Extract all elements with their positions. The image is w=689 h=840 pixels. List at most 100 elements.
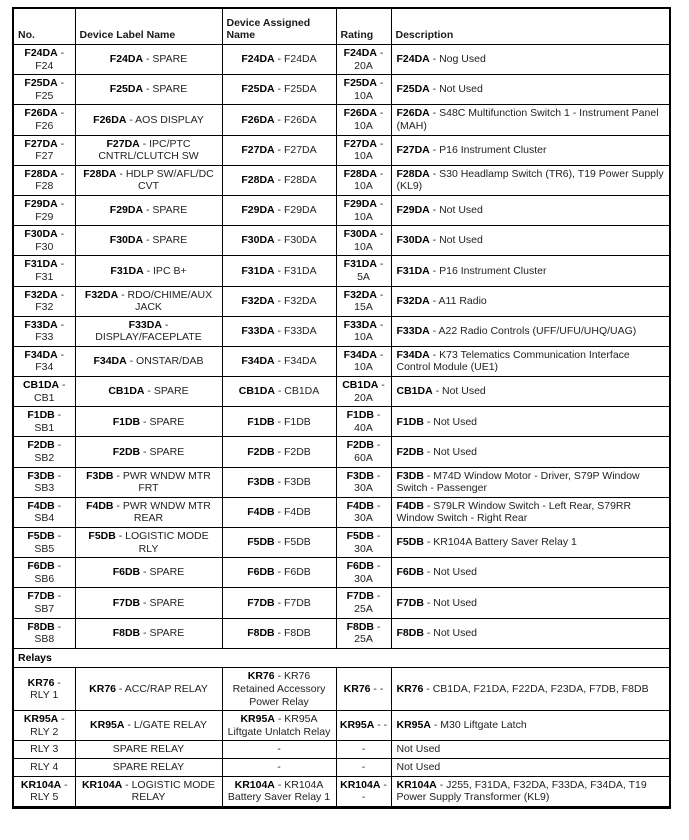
device-code: F34DA [93, 355, 127, 368]
cell-text: SPARE RELAY [112, 743, 185, 756]
cell-text: - SPARE [140, 415, 185, 428]
description-cell: CB1DA - Not Used [390, 376, 671, 408]
cell-text: SPARE RELAY [112, 760, 185, 773]
cell-text: - S48C Multifunction Switch 1 - Instrume… [396, 107, 659, 132]
label-cell: SPARE RELAY [74, 757, 223, 777]
device-code: F25DA [109, 83, 144, 96]
rating-cell: - [335, 757, 392, 777]
cell-text: - SPARE [140, 596, 185, 609]
device-code: F24DA [343, 47, 377, 59]
cell-text: - - [370, 682, 384, 695]
no-cell: F5DB - SB5 [12, 526, 76, 559]
device-code: F33DA [343, 318, 377, 331]
assigned-cell: F2DB - F2DB [221, 436, 337, 468]
rating-cell: F2DB - 60A [335, 436, 392, 468]
table-row: CB1DA - CB1 CB1DA - SPARE CB1DA - CB1DA CB1… [12, 376, 671, 408]
no-cell: RLY 4 [12, 757, 76, 777]
cell-text: - F27 [35, 137, 65, 163]
assigned-cell: F8DB - F8DB [221, 617, 337, 649]
col-header-no: No. [12, 7, 76, 45]
description-cell: F28DA - S30 Headlamp Switch (TR6), T19 P… [390, 164, 671, 196]
device-code: F27DA [24, 137, 58, 150]
device-code: F5DB [346, 530, 374, 542]
cell-text: - 30A [354, 560, 381, 585]
cell-text: - S30 Headlamp Switch (TR6), T19 Power S… [396, 167, 664, 193]
no-cell: F25DA - F25 [12, 74, 76, 106]
table-row: F26DA - F26 F26DA - AOS DISPLAY F26DA - F2… [12, 104, 671, 136]
assigned-cell: F24DA - F24DA [221, 43, 337, 76]
cell-text: - Not Used [423, 445, 478, 458]
label-cell: F32DA - RDO/CHIME/AUX JACK [74, 285, 223, 317]
cell-text: - F26DA [274, 113, 317, 126]
device-code: F25DA [24, 77, 58, 90]
rating-cell: CB1DA - 20A [335, 376, 392, 408]
device-code: KR76 [247, 670, 275, 683]
manual-page: No. Device Label Name Device Assigned Na… [12, 7, 671, 809]
cell-text: - KR104A Battery Saver Relay 1 [227, 778, 331, 804]
label-cell: F1DB - SPARE [74, 406, 223, 438]
label-cell: SPARE RELAY [74, 740, 223, 759]
cell-text: - AOS DISPLAY [126, 113, 204, 126]
device-code: F8DB [247, 626, 275, 639]
cell-text: - 20A [354, 47, 384, 72]
table-row: F3DB - SB3 F3DB - PWR WNDW MTR FRT F3DB - … [12, 466, 671, 498]
assigned-cell: - [221, 757, 337, 777]
device-code: CB1DA [342, 379, 379, 392]
assigned-cell: F33DA - F33DA [221, 315, 337, 347]
col-header-label-name: Device Label Name [74, 7, 223, 45]
description-cell: F7DB - Not Used [390, 587, 671, 619]
device-code: F31DA [110, 264, 144, 277]
device-code: F25DA [396, 83, 430, 96]
device-code: F7DB [346, 590, 374, 603]
assigned-cell: F32DA - F32DA [221, 285, 337, 317]
description-cell: F30DA - Not Used [390, 225, 671, 257]
rating-cell: F7DB - 25A [335, 587, 392, 619]
cell-text: - F29DA [274, 204, 317, 217]
table-row: F1DB - SB1 F1DB - SPARE F1DB - F1DB F1DB - … [12, 406, 671, 438]
no-cell: F4DB - SB4 [12, 496, 76, 529]
description-cell: F27DA - P16 Instrument Cluster [390, 134, 671, 166]
device-code: F6DB [112, 566, 141, 579]
cell-text: - Not Used [423, 626, 478, 639]
device-code: F27DA [241, 143, 275, 156]
table-row: F28DA - F28 F28DA - HDLP SW/AFL/DC CVT F28… [12, 164, 671, 196]
cell-text: - KR104A Battery Saver Relay 1 [423, 536, 577, 549]
device-code: F24DA [396, 53, 430, 66]
device-code: F4DB [247, 506, 275, 519]
cell-text: - RLY 5 [30, 778, 68, 804]
description-cell: F3DB - M74D Window Motor - Driver, S79P … [390, 466, 671, 498]
description-cell: Not Used [390, 757, 671, 777]
device-code: KR104A [234, 778, 275, 791]
device-code: KR104A [20, 778, 62, 791]
cell-text: - F28DA [274, 174, 317, 187]
rating-cell: F34DA - 10A [335, 345, 392, 378]
label-cell: CB1DA - SPARE [74, 376, 223, 408]
rating-cell: F25DA - 10A [335, 74, 392, 106]
cell-text: - [361, 760, 366, 773]
description-cell: KR104A - J255, F31DA, F32DA, F33DA, F34D… [390, 775, 671, 808]
description-cell: KR76 - CB1DA, F21DA, F22DA, F23DA, F7DB,… [390, 667, 671, 712]
cell-text: - SPARE [143, 204, 188, 217]
col-header-rating: Rating [335, 7, 392, 45]
fuse-relay-table: No. Device Label Name Device Assigned Na… [12, 7, 671, 809]
device-code: CB1DA [238, 385, 275, 398]
cell-text: - F29 [35, 197, 65, 223]
table-row: KR104A - RLY 5 KR104A - LOGISTIC MODE REL… [12, 775, 671, 808]
assigned-cell: F7DB - F7DB [221, 587, 337, 619]
cell-text: - LOGISTIC MODE RELAY [122, 778, 216, 804]
table-row: F24DA - F24 F24DA - SPARE F24DA - F24DA F24… [12, 43, 671, 76]
cell-text: - F32DA [274, 294, 317, 307]
description-cell: F2DB - Not Used [390, 436, 671, 468]
cell-text: - J255, F31DA, F32DA, F33DA, F34DA, T19 … [396, 778, 647, 804]
rating-cell: F1DB - 40A [335, 406, 392, 438]
device-code: KR95A [23, 713, 59, 726]
table-row: F30DA - F30 F30DA - SPARE F30DA - F30DA F30… [12, 225, 671, 257]
description-cell: F8DB - Not Used [390, 617, 671, 649]
cell-text: - SPARE [144, 385, 189, 398]
cell-text: - SB4 [34, 499, 62, 525]
device-code: F33DA [241, 324, 275, 337]
rating-cell: F27DA - 10A [335, 134, 392, 166]
cell-text: - F3DB [274, 475, 311, 488]
no-cell: F31DA - F31 [12, 255, 76, 287]
device-code: F8DB [112, 626, 141, 639]
